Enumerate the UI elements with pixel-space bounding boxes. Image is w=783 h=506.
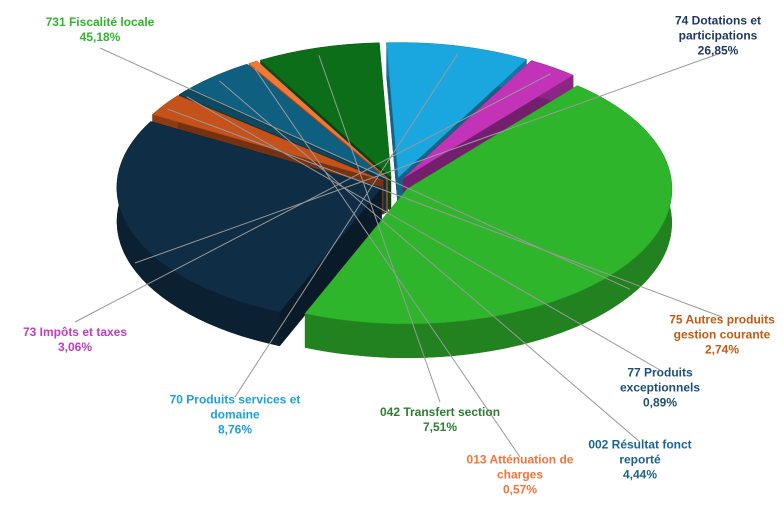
slice-value: 2,74% xyxy=(704,342,740,357)
slice xyxy=(189,63,387,180)
slice-name: 013 Atténuation de charges xyxy=(466,452,574,482)
slice-name: 75 Autres produits gestion courante xyxy=(669,312,775,342)
data-label: 002 Résultat fonct reporté 4,44% xyxy=(580,438,700,483)
slice-value: 4,44% xyxy=(622,467,658,482)
slice-value: 7,51% xyxy=(422,420,458,434)
data-label: 042 Transfert section 7,51% xyxy=(370,405,510,435)
leader-line xyxy=(318,55,441,403)
slice xyxy=(386,42,528,179)
leader-line xyxy=(167,108,723,318)
leader-line xyxy=(186,96,661,371)
slice-value: 26,85% xyxy=(697,43,739,58)
slice xyxy=(259,42,392,179)
slice-name: 042 Transfert section xyxy=(379,405,501,419)
slice-value: 45,18% xyxy=(79,30,121,44)
data-label: 70 Produits services et domaine 8,76% xyxy=(160,393,310,438)
slice-name: 002 Résultat fonct reporté xyxy=(588,437,692,467)
slice-value: 0,89% xyxy=(642,395,678,410)
slice-name: 731 Fiscalité locale xyxy=(45,15,155,29)
slice xyxy=(151,95,384,181)
slice-side xyxy=(279,187,382,347)
slice-value: 8,76% xyxy=(217,422,253,437)
leader-line xyxy=(219,80,641,443)
slice-name: 73 Impôts et taxes xyxy=(22,325,128,339)
slice xyxy=(304,85,673,325)
leader-line xyxy=(134,53,719,264)
slice xyxy=(402,60,574,179)
leader-line xyxy=(234,53,459,398)
data-label: 73 Impôts et taxes 3,06% xyxy=(5,325,145,355)
leader-line xyxy=(254,68,521,458)
slice xyxy=(116,121,383,313)
slice-wall xyxy=(304,85,672,359)
slice-wall xyxy=(116,121,280,347)
data-label: 731 Fiscalité locale 45,18% xyxy=(20,15,180,45)
leader-line xyxy=(74,73,551,323)
slice-name: 74 Dotations et participations xyxy=(674,13,761,43)
slice-name: 70 Produits services et domaine xyxy=(169,392,301,422)
slice-value: 3,06% xyxy=(57,340,93,354)
data-label: 74 Dotations et participations 26,85% xyxy=(653,14,783,59)
data-label: 75 Autres produits gestion courante 2,74% xyxy=(657,313,783,358)
slice-value: 0,57% xyxy=(502,482,538,497)
slice xyxy=(248,60,389,179)
data-label: 77 Produits exceptionnels 0,89% xyxy=(605,366,715,411)
data-label: 013 Atténuation de charges 0,57% xyxy=(460,453,580,498)
slice-name: 77 Produits exceptionnels xyxy=(619,365,701,395)
